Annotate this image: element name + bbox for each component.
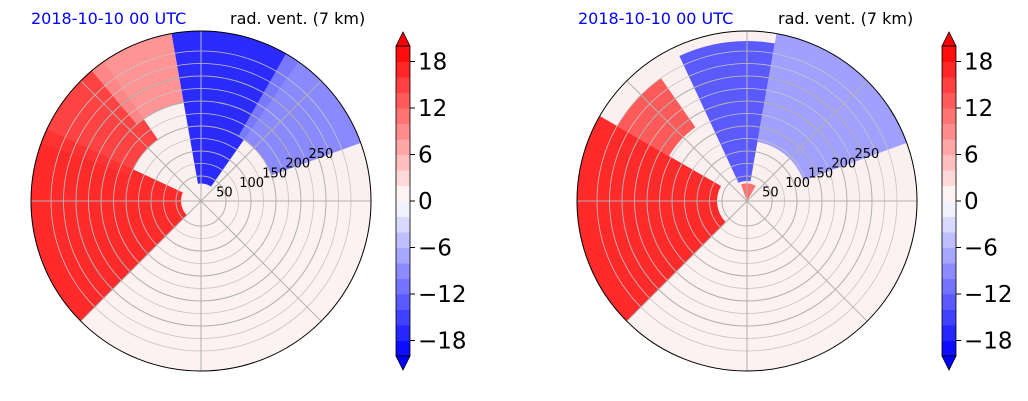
colorbar-tick-label: 6 xyxy=(418,143,433,169)
colorbar-level xyxy=(396,294,410,310)
colorbar-level xyxy=(396,278,410,295)
colorbar-level xyxy=(396,154,410,171)
colorbar-right: 18 12 6 0 −6 −12 −18 xyxy=(941,31,1013,371)
colorbar-level xyxy=(942,77,956,93)
colorbar-tick-label: 12 xyxy=(964,96,993,122)
colorbar-extend-max xyxy=(395,31,411,47)
azimuth-spoke xyxy=(200,80,322,202)
colorbar-level xyxy=(942,294,956,310)
polar-panel-left: 2018-10-10 00 UTC rad. vent. (7 km) 50 10… xyxy=(30,9,372,372)
colorbar-level xyxy=(396,201,410,217)
ring-label: 100 xyxy=(785,176,810,191)
colorbar-tick-label: −6 xyxy=(418,236,452,262)
colorbar-level xyxy=(396,46,410,62)
velocity-region-red xyxy=(741,183,756,201)
velocity-region-red xyxy=(617,78,696,156)
panel-left-title-var: rad. vent. (7 km) xyxy=(230,9,365,28)
panel-left-title-date: 2018-10-10 00 UTC xyxy=(31,9,186,28)
colorbar-level xyxy=(396,263,410,279)
velocity-region-red xyxy=(31,129,187,322)
ring-label: 250 xyxy=(308,147,333,162)
colorbar-tick-label: −6 xyxy=(964,236,998,262)
colorbar-level xyxy=(396,123,410,140)
colorbar-extend-max xyxy=(941,31,957,47)
colorbar-level xyxy=(942,232,956,248)
colorbar-tick-label: −18 xyxy=(964,329,1013,355)
colorbar-level xyxy=(942,263,956,279)
colorbar-level xyxy=(942,340,956,357)
colorbar-level xyxy=(942,247,956,264)
colorbar-level xyxy=(942,216,956,233)
colorbar-tick-label: 12 xyxy=(418,96,447,122)
colorbar-tick-label: −12 xyxy=(964,282,1013,308)
colorbar-extend-min xyxy=(395,355,411,371)
azimuth-spoke xyxy=(626,200,748,322)
colorbar-level xyxy=(942,46,956,62)
azimuth-spoke xyxy=(80,80,202,202)
polar-boundary-left xyxy=(30,30,372,372)
azimuth-spoke xyxy=(80,200,202,322)
ring-label: 200 xyxy=(831,157,856,172)
colorbar-tick-label: −18 xyxy=(418,329,467,355)
colorbar-level xyxy=(396,232,410,248)
colorbar-level xyxy=(396,139,410,155)
colorbar-level xyxy=(942,139,956,155)
colorbar-level xyxy=(396,247,410,264)
velocity-field-left xyxy=(31,31,371,371)
azimuth-spoke xyxy=(746,200,868,322)
ring-label: 100 xyxy=(239,176,264,191)
colorbar-level xyxy=(942,154,956,171)
colorbar-tick-label: 18 xyxy=(964,50,993,76)
colorbar-level xyxy=(396,77,410,93)
colorbar-tick-label: 0 xyxy=(964,189,979,215)
colorbar-extend-min xyxy=(941,355,957,371)
ring-label: 200 xyxy=(285,157,310,172)
colorbar-level xyxy=(396,325,410,341)
colorbar-tick-label: 6 xyxy=(964,143,979,169)
colorbar-level xyxy=(942,92,956,109)
ring-label: 150 xyxy=(808,166,833,181)
azimuth-spoke xyxy=(626,80,748,202)
colorbar-level xyxy=(942,201,956,217)
colorbar-level xyxy=(942,278,956,295)
colorbar-level xyxy=(942,123,956,140)
panel-right-title-var: rad. vent. (7 km) xyxy=(778,9,913,28)
colorbar-level xyxy=(942,325,956,341)
colorbar-level xyxy=(396,170,410,186)
colorbar-left: 18 12 6 0 −6 −12 −18 xyxy=(395,31,467,371)
velocity-region-red xyxy=(577,116,726,322)
colorbar-level xyxy=(396,108,410,124)
ring-label: 50 xyxy=(762,185,779,200)
colorbar-level xyxy=(396,216,410,233)
ring-label: 150 xyxy=(262,166,287,181)
velocity-region-blue xyxy=(238,53,361,176)
polar-boundary-right xyxy=(576,30,918,372)
ring-label: 250 xyxy=(854,147,879,162)
velocity-region-pale-red xyxy=(80,201,371,371)
colorbar-tick-label: −12 xyxy=(418,282,467,308)
colorbar-level xyxy=(942,309,956,326)
colorbar-level xyxy=(396,185,410,202)
colorbar-level xyxy=(396,61,410,78)
azimuth-spoke xyxy=(200,200,322,322)
velocity-region-pale-red xyxy=(626,201,917,371)
ring-label: 50 xyxy=(216,185,233,200)
colorbar-level xyxy=(396,340,410,357)
colorbar-level xyxy=(942,61,956,78)
colorbar-level xyxy=(942,170,956,186)
velocity-region-red xyxy=(41,61,158,176)
colorbar-level xyxy=(942,185,956,202)
colorbar-level xyxy=(396,309,410,326)
velocity-region-blue xyxy=(171,31,299,187)
colorbar-tick-label: 18 xyxy=(418,50,447,76)
panel-right-title-date: 2018-10-10 00 UTC xyxy=(578,9,733,28)
polar-panel-right: 2018-10-10 00 UTC rad. vent. (7 km) 50 10… xyxy=(576,9,918,372)
colorbar-tick-label: 0 xyxy=(418,189,433,215)
azimuth-spoke xyxy=(746,80,868,202)
colorbar-level xyxy=(942,108,956,124)
colorbar-level xyxy=(396,92,410,109)
